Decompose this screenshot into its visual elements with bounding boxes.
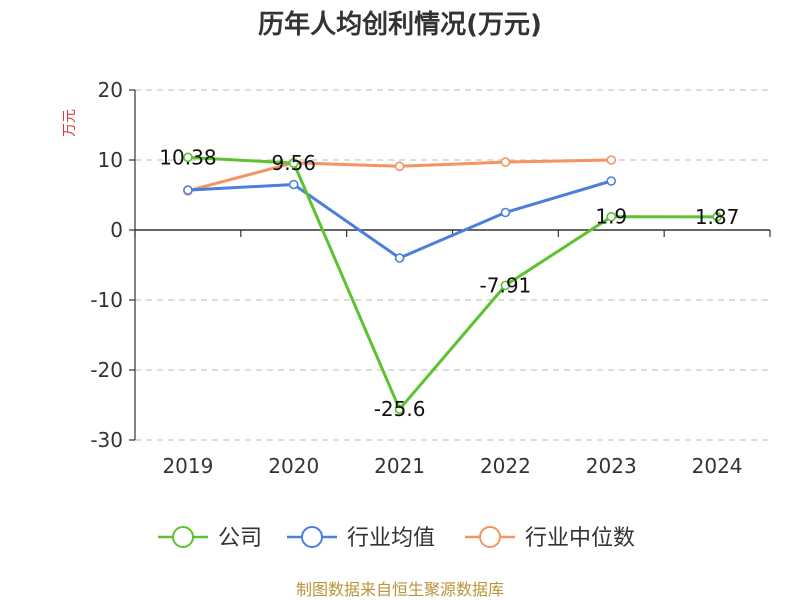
data-point[interactable] (500, 207, 511, 218)
data-point[interactable] (606, 155, 617, 165)
legend-item-1[interactable]: 行业均值 (287, 526, 435, 551)
data-point[interactable] (288, 179, 299, 190)
y-tick-label: -30 (90, 428, 123, 452)
legend-item-0[interactable]: 公司 (158, 526, 262, 551)
data-point[interactable] (606, 211, 617, 222)
data-label: 9.56 (271, 151, 316, 175)
data-label: 1.87 (695, 205, 740, 229)
legend-label: 公司 (218, 526, 262, 551)
legend[interactable]: 公司 行业均值 行业中位数 (158, 526, 635, 551)
x-tick-label: 2021 (374, 454, 425, 478)
grid-lines (135, 89, 770, 441)
data-point[interactable] (606, 176, 617, 186)
x-tick-label: 2019 (162, 454, 213, 478)
data-label: 10.38 (159, 145, 216, 169)
data-label: -7.91 (480, 273, 532, 297)
data-point[interactable] (394, 253, 405, 263)
data-labels: 10.38 9.56 -25.6 -7.91 1.9 1.87 (159, 145, 739, 421)
y-tick-label: -10 (90, 288, 123, 312)
y-tick-label: 20 (98, 78, 123, 102)
legend-marker (301, 526, 323, 548)
chart-title: 历年人均创利情况(万元) (258, 9, 542, 40)
data-point[interactable] (394, 161, 405, 172)
data-point[interactable] (394, 404, 405, 415)
data-point[interactable] (183, 185, 193, 195)
y-tick-label: -20 (90, 358, 123, 382)
data-point[interactable] (183, 152, 193, 163)
data-point[interactable] (500, 157, 511, 167)
data-label: 1.9 (595, 205, 627, 229)
data-point[interactable] (500, 280, 511, 291)
data-label: -25.6 (374, 397, 426, 421)
legend-label: 行业均值 (347, 526, 435, 551)
data-point[interactable] (288, 158, 299, 168)
source-note: 制图数据来自恒生聚源数据库 (296, 580, 504, 599)
axes: 20 10 0 -10 -20 -30 2019 2020 2021 2022 2023 2024 (90, 78, 771, 478)
series-lines (183, 152, 722, 415)
legend-item-2[interactable]: 行业中位数 (465, 526, 635, 551)
x-tick-label: 2023 (586, 454, 637, 478)
series-line-1 (187, 179, 612, 260)
legend-label: 行业中位数 (525, 526, 635, 551)
data-point[interactable] (712, 212, 722, 222)
legend-marker (172, 526, 194, 548)
x-tick-label: 2022 (480, 454, 531, 478)
y-axis-unit: 万元 (62, 109, 78, 137)
x-tick-label: 2020 (268, 454, 319, 478)
series-line-0 (187, 155, 718, 411)
y-tick-label: 0 (110, 218, 123, 242)
x-tick-label: 2024 (692, 454, 743, 478)
y-tick-label: 10 (98, 148, 123, 172)
legend-marker (479, 526, 501, 548)
